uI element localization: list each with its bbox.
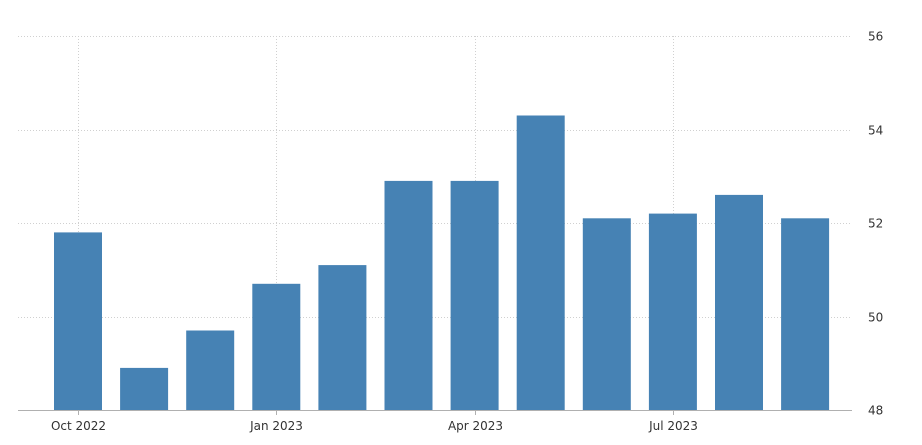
x-tick-label: Apr 2023 (448, 419, 503, 433)
bar (252, 283, 301, 410)
bar (318, 265, 367, 410)
bar (384, 180, 433, 410)
bar (582, 218, 631, 410)
tick-labels: 48 50 52 54 56 Oct 2022 Jan 2023 Apr 2023 Jul 20… (51, 30, 883, 434)
y-tick-label: 56 (868, 30, 883, 44)
bar (450, 180, 499, 410)
bar (186, 330, 235, 410)
y-tick-label: 48 (868, 404, 883, 418)
bar (54, 232, 102, 410)
bar (120, 367, 169, 410)
axes (18, 410, 852, 415)
bar (715, 194, 763, 410)
x-tick-label: Oct 2022 (51, 419, 106, 433)
y-tick-label: 52 (868, 217, 883, 231)
bar (516, 115, 565, 410)
bar (781, 218, 830, 410)
y-tick-label: 50 (868, 311, 883, 325)
bar (648, 213, 697, 410)
x-tick-label: Jul 2023 (648, 419, 698, 433)
bars (54, 115, 830, 410)
y-tick-label: 54 (868, 124, 883, 138)
x-tick-label: Jan 2023 (249, 419, 303, 433)
